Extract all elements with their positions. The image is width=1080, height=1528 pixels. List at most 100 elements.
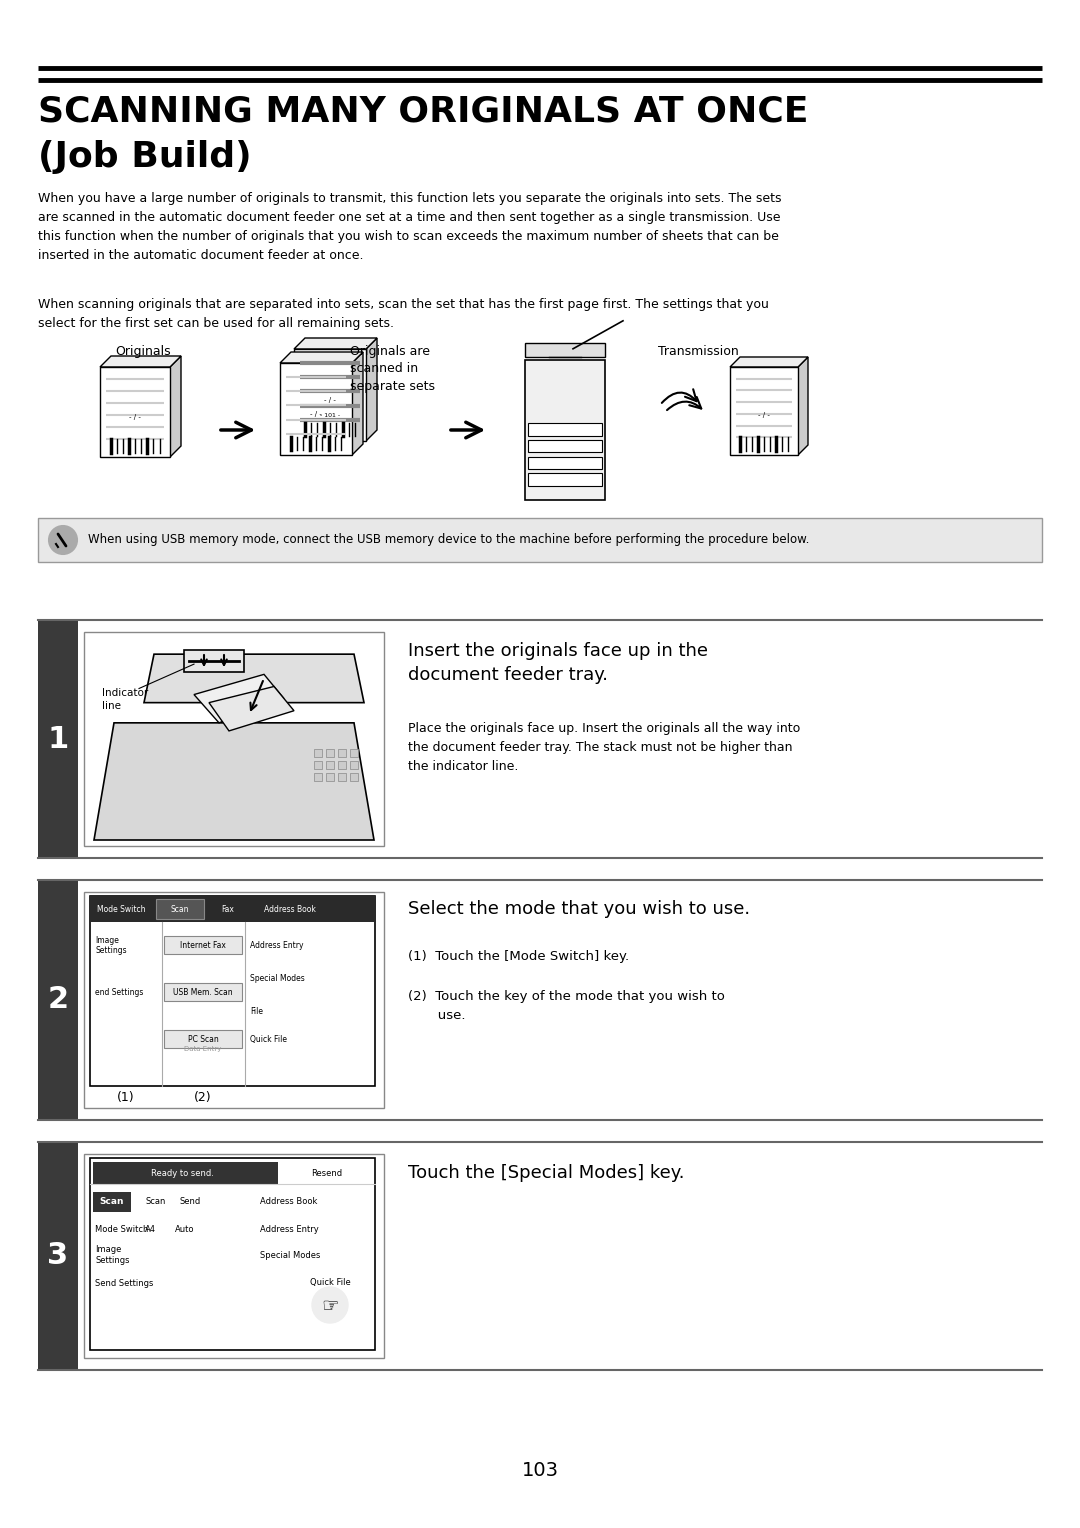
FancyBboxPatch shape <box>184 649 244 672</box>
Text: 1: 1 <box>48 724 69 753</box>
Text: 3: 3 <box>48 1241 68 1270</box>
Polygon shape <box>352 351 363 455</box>
FancyBboxPatch shape <box>38 1141 78 1371</box>
Text: A4: A4 <box>145 1225 156 1235</box>
Text: Internet Fax: Internet Fax <box>180 941 226 950</box>
Text: end Settings: end Settings <box>95 987 144 996</box>
FancyBboxPatch shape <box>525 361 605 500</box>
Text: - / -: - / - <box>758 413 770 419</box>
FancyBboxPatch shape <box>156 898 204 918</box>
Text: (1)  Touch the [Mode Switch] key.: (1) Touch the [Mode Switch] key. <box>408 950 630 963</box>
Text: 2: 2 <box>48 986 68 1015</box>
FancyBboxPatch shape <box>84 633 384 847</box>
Text: Select the mode that you wish to use.: Select the mode that you wish to use. <box>408 900 751 918</box>
FancyBboxPatch shape <box>528 440 602 452</box>
Bar <box>338 761 346 769</box>
Text: Address Entry: Address Entry <box>260 1225 319 1235</box>
Polygon shape <box>194 674 284 723</box>
Bar <box>350 749 357 756</box>
FancyBboxPatch shape <box>90 1158 375 1351</box>
FancyBboxPatch shape <box>280 364 352 455</box>
Polygon shape <box>94 723 374 840</box>
Text: Image
Settings: Image Settings <box>95 1245 130 1265</box>
Text: Quick File: Quick File <box>310 1279 350 1288</box>
FancyBboxPatch shape <box>38 518 1042 562</box>
Text: (Job Build): (Job Build) <box>38 141 252 174</box>
Text: Resend: Resend <box>311 1169 342 1178</box>
Text: Address Book: Address Book <box>265 905 316 914</box>
Text: Mode Switch: Mode Switch <box>97 905 145 914</box>
Text: Auto: Auto <box>175 1225 194 1235</box>
Text: Special Modes: Special Modes <box>249 973 305 983</box>
Text: (2)  Touch the key of the mode that you wish to
       use.: (2) Touch the key of the mode that you w… <box>408 990 725 1022</box>
Text: - / -: - / - <box>324 397 336 402</box>
Text: Send Settings: Send Settings <box>95 1279 153 1288</box>
Bar <box>350 773 357 781</box>
Text: PC Scan: PC Scan <box>188 1034 218 1044</box>
Text: Fax: Fax <box>221 905 234 914</box>
Polygon shape <box>170 356 181 457</box>
Circle shape <box>312 1287 348 1323</box>
Text: Originals are
scanned in
separate sets: Originals are scanned in separate sets <box>350 345 435 393</box>
FancyBboxPatch shape <box>525 344 605 358</box>
Bar <box>314 749 322 756</box>
FancyBboxPatch shape <box>93 1161 279 1184</box>
Bar <box>350 761 357 769</box>
Polygon shape <box>294 338 377 348</box>
Text: When scanning originals that are separated into sets, scan the set that has the : When scanning originals that are separat… <box>38 298 769 330</box>
FancyBboxPatch shape <box>93 1192 131 1212</box>
Bar <box>326 773 334 781</box>
FancyBboxPatch shape <box>164 1030 242 1048</box>
Bar <box>326 761 334 769</box>
Text: - 101 -: - 101 - <box>320 413 340 417</box>
Text: Scan: Scan <box>145 1198 165 1207</box>
FancyBboxPatch shape <box>100 367 170 457</box>
Text: Scan: Scan <box>171 905 189 914</box>
Text: Transmission: Transmission <box>658 345 739 358</box>
FancyBboxPatch shape <box>294 348 366 442</box>
FancyBboxPatch shape <box>528 457 602 469</box>
Text: Address Book: Address Book <box>260 1198 318 1207</box>
Circle shape <box>49 526 77 555</box>
Text: Address Entry: Address Entry <box>249 941 303 950</box>
FancyBboxPatch shape <box>164 984 242 1001</box>
Text: Originals: Originals <box>114 345 171 358</box>
FancyBboxPatch shape <box>90 895 375 921</box>
Text: 103: 103 <box>522 1461 558 1479</box>
Polygon shape <box>100 356 181 367</box>
Text: Touch the [Special Modes] key.: Touch the [Special Modes] key. <box>408 1164 685 1183</box>
Text: Scan: Scan <box>99 1198 124 1207</box>
Text: - / -: - / - <box>310 411 322 417</box>
FancyBboxPatch shape <box>84 892 384 1108</box>
Text: Insert the originals face up in the
document feeder tray.: Insert the originals face up in the docu… <box>408 642 708 685</box>
FancyBboxPatch shape <box>38 620 78 859</box>
Text: Send: Send <box>180 1198 201 1207</box>
Text: Quick File: Quick File <box>249 1034 287 1044</box>
Text: Special Modes: Special Modes <box>260 1250 321 1259</box>
Text: Place the originals face up. Insert the originals all the way into
the document : Place the originals face up. Insert the … <box>408 723 800 773</box>
FancyBboxPatch shape <box>730 367 798 455</box>
Text: Data Entry: Data Entry <box>185 1047 221 1053</box>
FancyArrowPatch shape <box>662 390 697 403</box>
FancyBboxPatch shape <box>164 937 242 955</box>
Text: (2): (2) <box>194 1091 212 1105</box>
Text: SCANNING MANY ORIGINALS AT ONCE: SCANNING MANY ORIGINALS AT ONCE <box>38 95 809 128</box>
FancyBboxPatch shape <box>528 423 602 435</box>
Text: USB Mem. Scan: USB Mem. Scan <box>173 987 233 996</box>
Text: Mode Switch: Mode Switch <box>95 1225 148 1235</box>
Text: Ready to send.: Ready to send. <box>151 1169 214 1178</box>
Polygon shape <box>730 358 808 367</box>
FancyArrowPatch shape <box>667 397 701 410</box>
Text: When using USB memory mode, connect the USB memory device to the machine before : When using USB memory mode, connect the … <box>87 533 809 547</box>
Bar <box>338 749 346 756</box>
Text: When you have a large number of originals to transmit, this function lets you se: When you have a large number of original… <box>38 193 782 261</box>
FancyBboxPatch shape <box>528 474 602 486</box>
Bar <box>314 761 322 769</box>
Text: Image
Settings: Image Settings <box>95 935 126 955</box>
Polygon shape <box>210 686 294 730</box>
Polygon shape <box>280 351 363 364</box>
Polygon shape <box>366 338 377 442</box>
Text: - / -: - / - <box>130 414 140 420</box>
Text: File: File <box>249 1007 264 1016</box>
Bar <box>338 773 346 781</box>
